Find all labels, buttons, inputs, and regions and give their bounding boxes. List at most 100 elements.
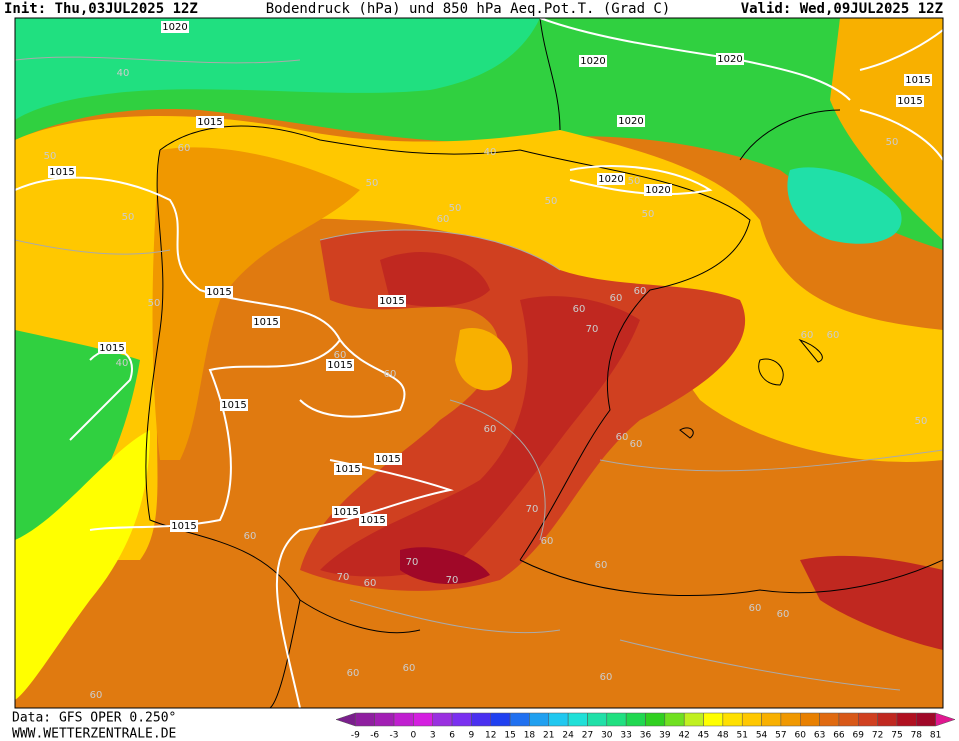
theta-e-label: 60 bbox=[334, 350, 347, 361]
colorbar-swatch bbox=[432, 712, 453, 727]
colorbar-swatch bbox=[606, 712, 627, 727]
valid-time: Valid: Wed,09JUL2025 12Z bbox=[741, 1, 943, 17]
colorbar-swatch bbox=[548, 712, 569, 727]
map-title: Bodendruck (hPa) und 850 hPa Aeq.Pot.T. … bbox=[266, 1, 671, 17]
colorbar-label: 75 bbox=[891, 731, 902, 741]
colorbar-label: 45 bbox=[698, 731, 709, 741]
theta-e-label: 60 bbox=[777, 609, 790, 620]
theta-e-label: 60 bbox=[801, 330, 814, 341]
colorbar-swatch bbox=[393, 712, 414, 727]
theta-e-label: 50 bbox=[122, 212, 135, 223]
pressure-label-box bbox=[220, 399, 248, 411]
theta-e-label: 50 bbox=[642, 209, 655, 220]
colorbar-label: 48 bbox=[717, 731, 729, 741]
pressure-label-box bbox=[896, 95, 924, 107]
theta-e-label: 50 bbox=[915, 416, 928, 427]
colorbar-label: 72 bbox=[872, 731, 883, 741]
colorbar-swatch bbox=[413, 712, 433, 727]
colorbar-swatch bbox=[935, 712, 956, 727]
colorbar-label: -3 bbox=[390, 731, 399, 741]
colorbar-swatch bbox=[567, 712, 588, 727]
pressure-label: 1015 bbox=[206, 287, 231, 298]
colorbar-swatch bbox=[490, 712, 511, 727]
colorbar-label: 27 bbox=[582, 731, 593, 741]
theta-e-label: 50 bbox=[449, 203, 462, 214]
colorbar-swatch bbox=[645, 712, 666, 727]
colorbar-swatch bbox=[877, 712, 898, 727]
colorbar-swatch bbox=[587, 712, 608, 727]
colorbar-label: 0 bbox=[411, 731, 417, 741]
theta-e-label: 40 bbox=[116, 358, 129, 369]
pressure-label: 1015 bbox=[375, 454, 400, 465]
pressure-label-box bbox=[332, 506, 360, 518]
pressure-label-box bbox=[644, 184, 672, 196]
colorbar-swatch bbox=[664, 712, 685, 727]
theta-e-label: 60 bbox=[634, 286, 647, 297]
colorbar-swatch bbox=[529, 712, 550, 727]
theta-e-label: 60 bbox=[90, 690, 103, 701]
pressure-label: 1020 bbox=[645, 185, 670, 196]
pressure-label-box bbox=[597, 173, 625, 185]
colorbar-swatch bbox=[741, 712, 762, 727]
theta-e-label: 60 bbox=[630, 439, 643, 450]
theta-e-label: 70 bbox=[337, 572, 350, 583]
theta-e-label: 60 bbox=[749, 603, 762, 614]
colorbar-swatch bbox=[780, 712, 801, 727]
pressure-label-box bbox=[904, 74, 932, 86]
theta-e-label: 40 bbox=[484, 147, 497, 158]
pressure-label-box bbox=[196, 116, 224, 128]
colorbar-label: 69 bbox=[853, 731, 865, 741]
pressure-label: 1020 bbox=[717, 54, 742, 65]
colorbar-swatch bbox=[916, 712, 936, 727]
colorbar-label: 63 bbox=[814, 731, 825, 741]
theta-e-label: 50 bbox=[366, 178, 379, 189]
colorbar-swatch bbox=[858, 712, 878, 727]
pressure-label: 1015 bbox=[905, 75, 930, 86]
pressure-label: 1015 bbox=[360, 515, 385, 526]
colorbar-label: 42 bbox=[678, 731, 689, 741]
colorbar-swatch bbox=[761, 712, 782, 727]
pressure-label-box bbox=[617, 115, 645, 127]
theta-e-label: 50 bbox=[545, 196, 558, 207]
colorbar-label: 12 bbox=[485, 731, 496, 741]
pressure-label: 1015 bbox=[333, 507, 358, 518]
theta-e-label: 60 bbox=[610, 293, 623, 304]
theta-e-label: 70 bbox=[586, 324, 599, 335]
colorbar-label: 30 bbox=[601, 731, 613, 741]
colorbar-label: 36 bbox=[640, 731, 652, 741]
colorbar-swatch bbox=[471, 712, 491, 727]
colorbar-swatch bbox=[451, 712, 472, 727]
theta-e-label: 50 bbox=[886, 137, 899, 148]
colorbar-label: 18 bbox=[524, 731, 536, 741]
pressure-label: 1015 bbox=[221, 400, 246, 411]
pressure-label-box bbox=[359, 514, 387, 526]
pressure-label-box bbox=[579, 55, 607, 67]
theta-e-label: 60 bbox=[384, 369, 397, 380]
theta-e-label: 60 bbox=[573, 304, 586, 315]
colorbar-label: -6 bbox=[370, 731, 379, 741]
colorbar-label: 81 bbox=[930, 731, 941, 741]
colorbar-swatch bbox=[374, 712, 395, 727]
pressure-label-box bbox=[170, 520, 198, 532]
colorbar-swatch bbox=[683, 712, 704, 727]
theta-e-label: 60 bbox=[437, 214, 450, 225]
theta-e-label: 60 bbox=[403, 663, 416, 674]
colorbar: -9 -6 -3 0 3 6 9 12 15 18 21 24 27 30 33 36 39 42 45 48 51 54… bbox=[335, 712, 956, 741]
colorbar-label: 66 bbox=[833, 731, 845, 741]
pressure-label: 1020 bbox=[618, 116, 643, 127]
pressure-label-box bbox=[374, 453, 402, 465]
theta-e-label: 60 bbox=[178, 143, 191, 154]
colorbar-swatch bbox=[509, 712, 530, 727]
pressure-label: 1015 bbox=[897, 96, 922, 107]
colorbar-swatch bbox=[838, 712, 859, 727]
theta-e-label: 60 bbox=[364, 578, 377, 589]
colorbar-label: 60 bbox=[795, 731, 807, 741]
pressure-label: 1015 bbox=[99, 343, 124, 354]
pressure-label: 1015 bbox=[335, 464, 360, 475]
pressure-label-box bbox=[48, 166, 76, 178]
pressure-label-box bbox=[161, 21, 189, 33]
site-name: WWW.WETTERZENTRALE.DE bbox=[12, 727, 176, 741]
colorbar-swatch bbox=[703, 712, 724, 727]
pressure-label: 1015 bbox=[327, 360, 352, 371]
